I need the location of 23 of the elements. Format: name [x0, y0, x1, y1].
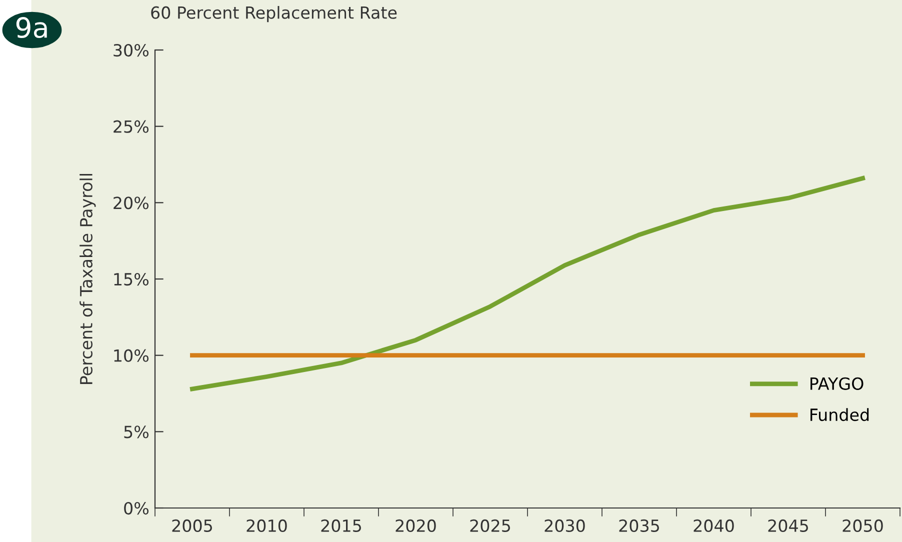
x-tick-label: 2045 [768, 519, 808, 532]
line-series [190, 176, 865, 392]
chart-title: 60 Percent Replacement Rate [151, 6, 397, 22]
y-tick-label: 0% [124, 502, 149, 515]
x-tick-label: 2015 [321, 519, 361, 532]
x-tick-label: 2040 [694, 519, 734, 532]
x-tick-label: 2050 [842, 519, 883, 532]
y-tick-label: 30% [114, 44, 149, 57]
x-tick-label: 2025 [470, 519, 510, 532]
x-tick-label: 2020 [396, 519, 436, 532]
x-tick-label: 2035 [619, 519, 659, 532]
y-tick-label: 5% [124, 426, 149, 438]
y-tick-label: 10% [114, 349, 149, 362]
y-tick-label: 15% [114, 272, 149, 286]
y-axis-title: Percent of Taxable Payroll [80, 174, 96, 384]
y-tick-label: 20% [114, 196, 149, 210]
x-tick-label: 2010 [246, 519, 287, 532]
legend-label: PAYGO [810, 377, 864, 390]
x-tick-label: 2030 [544, 519, 585, 532]
y-tick-label: 25% [114, 120, 149, 133]
legend-label: Funded [810, 408, 869, 422]
text: 9a [16, 17, 47, 38]
x-tick-label: 2005 [172, 519, 212, 532]
